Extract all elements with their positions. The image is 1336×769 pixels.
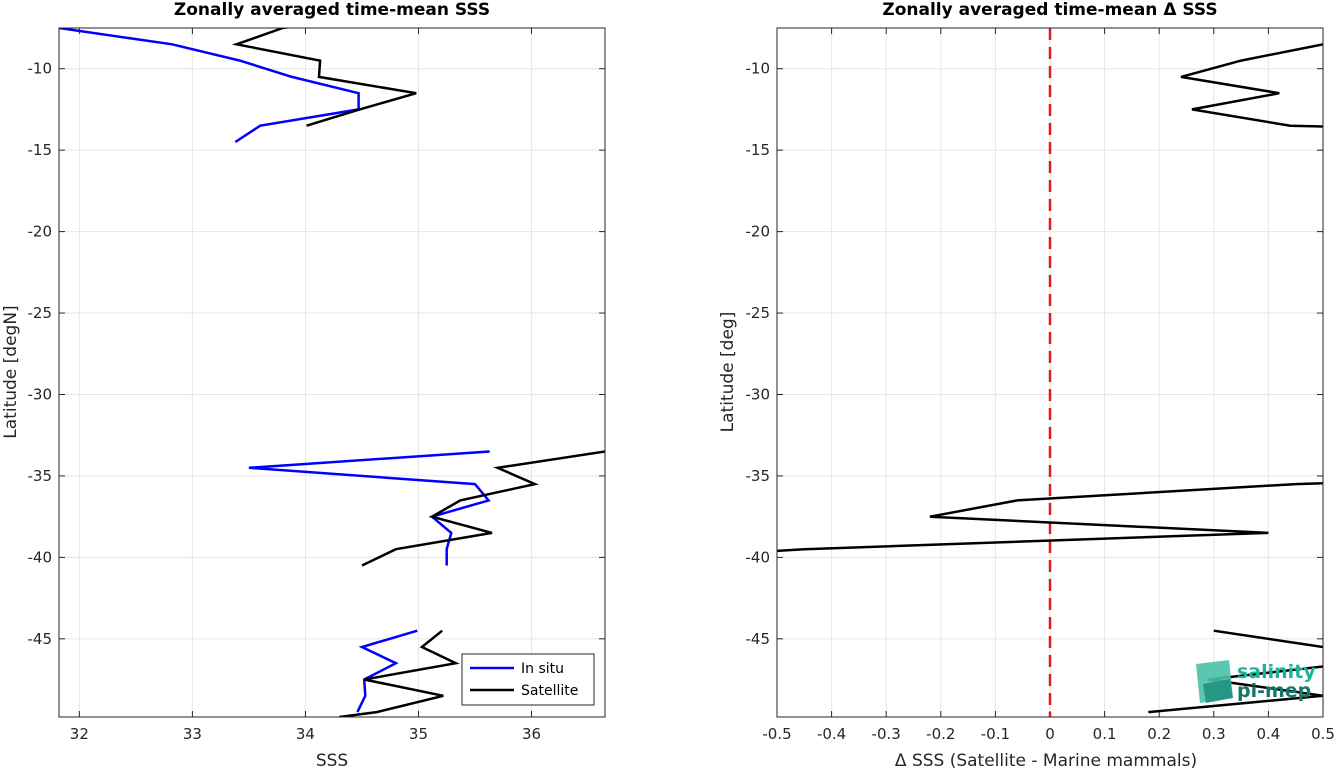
- legend-satellite-label: Satellite: [521, 683, 578, 699]
- delta-sss-x-tick-label: 0.2: [1147, 725, 1171, 743]
- sss-lines: [59, 28, 605, 717]
- sss-series-in-situ-line: [59, 28, 360, 144]
- delta-sss-y-tick-label: -10: [746, 60, 771, 78]
- sss-plot-area: [59, 28, 605, 717]
- sss-x-tick-label: 36: [522, 725, 541, 743]
- sss-y-tick-label: -40: [28, 548, 53, 566]
- delta-sss-series-delta-line: [1180, 43, 1323, 128]
- sss-x-tick-label: 34: [296, 725, 315, 743]
- delta-sss-ticks: -0.5 -0.4 -0.3 -0.2 -0.1 0 0.1 0.2 0.3 0.4 0.5 -10 -…: [746, 28, 1335, 743]
- delta-sss-x-tick-label: -0.4: [817, 725, 846, 743]
- sss-x-tick-label: 32: [70, 725, 89, 743]
- delta-sss-lines: [777, 28, 1323, 717]
- delta-sss-y-tick-label: -40: [746, 548, 771, 566]
- sss-x-axis-label: SSS: [316, 751, 348, 769]
- sss-x-tick-label: 35: [409, 725, 428, 743]
- delta-sss-series-delta-line: [1148, 665, 1323, 714]
- delta-sss-y-tick-label: -25: [746, 304, 771, 322]
- delta-sss-series-delta-line: [1213, 629, 1323, 649]
- sss-y-tick-label: -20: [28, 223, 53, 241]
- delta-sss-x-axis-label: Δ SSS (Satellite - Marine mammals): [895, 751, 1197, 769]
- delta-sss-y-tick-label: -20: [746, 223, 771, 241]
- delta-sss-x-tick-label: 0.5: [1311, 725, 1335, 743]
- sss-series-satellite-line: [339, 629, 460, 717]
- sss-series-satellite-line: [231, 28, 417, 127]
- delta-sss-x-tick-label: 0.1: [1093, 725, 1117, 743]
- sss-ticks: 32 33 34 35 36 -10 -15 -20 -25 -30 -35 -40 -45: [28, 28, 605, 743]
- delta-sss-x-tick-label: -0.2: [926, 725, 955, 743]
- delta-sss-y-tick-label: -30: [746, 385, 771, 403]
- sss-legend: In situ Satellite: [461, 653, 595, 706]
- delta-sss-y-tick-label: -35: [746, 467, 771, 485]
- sss-series-in-situ-line: [248, 450, 491, 566]
- delta-sss-y-axis-label: Latitude [deg]: [718, 312, 738, 433]
- sss-y-tick-label: -10: [28, 60, 53, 78]
- sss-x-tick-label: 33: [183, 725, 202, 743]
- delta-sss-x-tick-label: 0: [1045, 725, 1055, 743]
- sss-grid: [59, 28, 605, 717]
- sss-y-axis-label: Latitude [degN]: [1, 305, 21, 438]
- sss-panel: 32 33 34 35 36 -10 -15 -20 -25 -30 -35 -40 -45 Zonal…: [1, 0, 606, 769]
- sss-y-tick-label: -45: [28, 630, 53, 648]
- delta-sss-panel: -0.5 -0.4 -0.3 -0.2 -0.1 0 0.1 0.2 0.3 0.4 0.5 -10 -…: [718, 0, 1335, 769]
- delta-sss-y-tick-label: -15: [746, 141, 771, 159]
- sss-title: Zonally averaged time-mean SSS: [174, 0, 490, 20]
- delta-sss-plot-frame: [776, 27, 1324, 718]
- delta-sss-series-delta-line: [777, 482, 1323, 553]
- delta-sss-x-tick-label: -0.5: [762, 725, 791, 743]
- sss-y-tick-label: -15: [28, 141, 53, 159]
- sss-y-tick-label: -25: [28, 304, 53, 322]
- delta-sss-title: Zonally averaged time-mean Δ SSS: [882, 0, 1217, 20]
- logo-text-salinity: salinity: [1237, 661, 1316, 683]
- sss-series-in-situ-line: [356, 629, 418, 713]
- sss-plot-frame: [58, 27, 606, 718]
- delta-sss-y-tick-label: -45: [746, 630, 771, 648]
- logo-text-pi-mep: pi-mep: [1237, 680, 1311, 702]
- legend-in-situ-label: In situ: [521, 661, 564, 677]
- salinity-pi-mep-logo: salinity pi-mep: [1196, 660, 1316, 703]
- delta-sss-x-tick-label: 0.4: [1256, 725, 1280, 743]
- sss-series-satellite-line: [361, 450, 605, 567]
- delta-sss-x-tick-label: -0.3: [872, 725, 901, 743]
- legend-box: [461, 653, 595, 706]
- sss-y-tick-label: -35: [28, 467, 53, 485]
- sss-y-tick-label: -30: [28, 385, 53, 403]
- delta-sss-x-tick-label: -0.1: [981, 725, 1010, 743]
- delta-sss-x-tick-label: 0.3: [1202, 725, 1226, 743]
- logo-wave-shade: [1203, 679, 1233, 703]
